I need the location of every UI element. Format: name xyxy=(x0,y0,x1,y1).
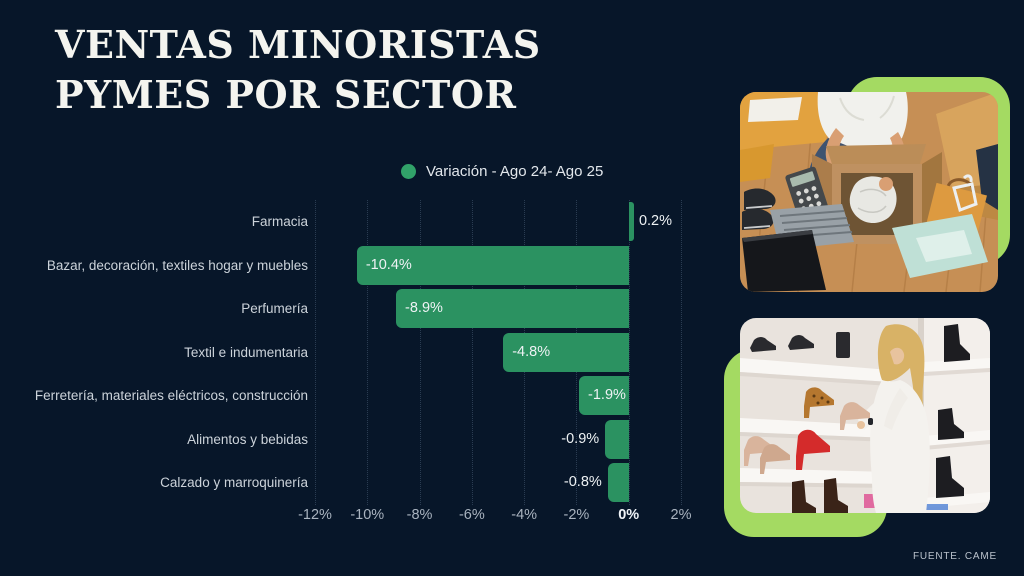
category-label: Textil e indumentaria xyxy=(184,344,308,360)
packing-photo-illustration xyxy=(740,92,998,292)
category-label: Farmacia xyxy=(251,214,308,230)
chart-legend: Variación - Ago 24- Ago 25 xyxy=(401,163,603,180)
gridline xyxy=(471,200,473,505)
x-axis-tick-label: -4% xyxy=(511,507,538,523)
gridline xyxy=(681,200,682,505)
shoe-store-photo-illustration xyxy=(740,318,990,513)
bar xyxy=(628,202,634,241)
x-axis-tick-label: 2% xyxy=(670,507,692,523)
category-label: Perfumería xyxy=(241,301,308,317)
x-axis-tick-label: -6% xyxy=(458,507,485,523)
bar xyxy=(396,289,629,328)
gridline xyxy=(315,200,316,505)
category-label: Calzado y marroquinería xyxy=(160,475,308,491)
chart-plot-area: -12% -10% -8% -6% -4% -2% 0% 2% 0.2% -10.4% -8.9% -… xyxy=(298,200,691,523)
x-axis-tick-label: -8% xyxy=(406,507,433,523)
bar-value-label: -1.9% xyxy=(588,387,626,403)
bar-value-label: -0.8% xyxy=(563,474,602,490)
gridline xyxy=(419,200,421,505)
bar xyxy=(605,419,629,459)
category-label: Alimentos y bebidas xyxy=(187,431,308,447)
chart-category-labels: Farmacia Bazar, decoración, textiles hoga… xyxy=(0,200,308,505)
photo-shoe-store xyxy=(740,318,990,513)
bar-value-label: 0.2% xyxy=(638,213,672,229)
page-title-line2: PYMES POR SECTOR xyxy=(55,72,517,117)
gridline xyxy=(367,200,369,505)
page-title: VENTAS MINORISTAS PYMES POR SECTOR xyxy=(55,20,541,120)
bar xyxy=(503,332,629,372)
photo-packing-orders xyxy=(740,92,998,292)
category-label: Bazar, decoración, textiles hogar y mueb… xyxy=(46,257,308,273)
legend-dot-icon xyxy=(401,164,416,179)
bar-value-label: -4.8% xyxy=(512,343,551,360)
x-axis-tick-label: -2% xyxy=(563,507,590,523)
page-title-line1: VENTAS MINORISTAS xyxy=(55,22,541,67)
bar-value-label: -10.4% xyxy=(365,256,412,273)
bar xyxy=(607,463,629,502)
x-axis-tick-label: -12% xyxy=(298,507,332,523)
category-label: Ferretería, materiales eléctricos, const… xyxy=(34,388,308,404)
bar xyxy=(356,245,629,285)
source-label: FUENTE. CAME xyxy=(912,551,997,562)
bar-value-label: -0.9% xyxy=(561,430,600,447)
x-axis-tick-label: -10% xyxy=(350,507,385,523)
gridline xyxy=(628,200,630,505)
bar-value-label: -8.9% xyxy=(405,300,443,316)
x-axis-tick-label: 0% xyxy=(618,507,640,523)
legend-label: Variación - Ago 24- Ago 25 xyxy=(426,163,604,180)
bar xyxy=(579,376,629,415)
